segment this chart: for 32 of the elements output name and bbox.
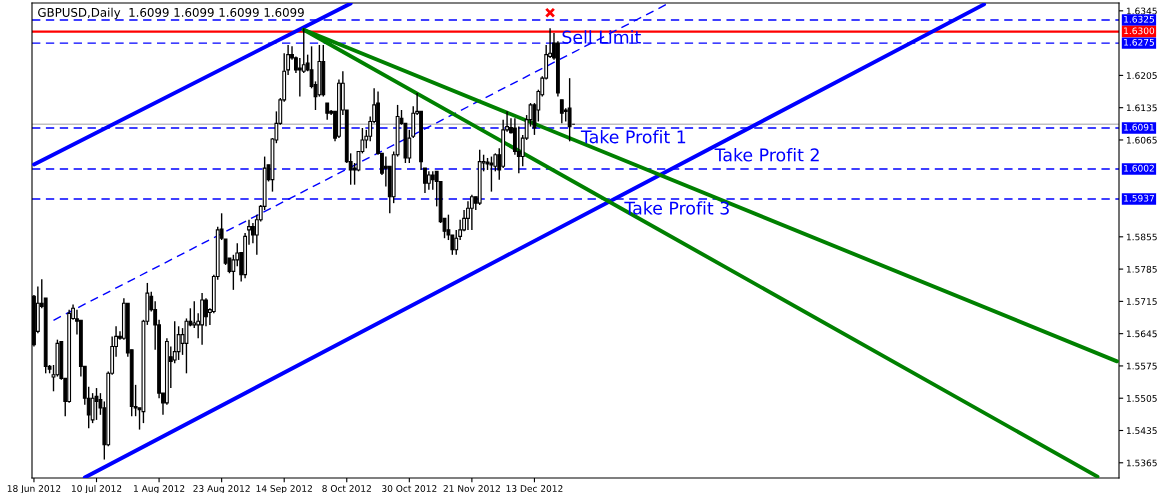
annotation: Take Profit 2 xyxy=(714,148,819,162)
y-tick-label: 1.5715 xyxy=(1126,298,1157,305)
y-tick-label: 1.5505 xyxy=(1126,394,1157,402)
y-tick-label: 1.6345 xyxy=(1126,7,1157,15)
x-tick-label: 21 Nov 2012 xyxy=(443,485,500,492)
x-tick-label: 23 Aug 2012 xyxy=(193,485,250,493)
annotation: Take Profit 3 xyxy=(624,201,729,215)
ref-line-label: 1.6275 xyxy=(1124,38,1154,46)
y-tick-label: 1.5435 xyxy=(1126,427,1157,435)
y-tick-label: 1.5365 xyxy=(1126,459,1157,467)
x-tick-label: 8 Oct 2012 xyxy=(322,485,371,492)
y-tick-label: 1.5785 xyxy=(1126,265,1157,273)
y-tick-label: 1.5855 xyxy=(1126,233,1157,241)
y-tick-label: 1.6065 xyxy=(1126,136,1157,144)
ref-line-label: 1.6091 xyxy=(1124,123,1154,131)
y-tick-label: 1.6205 xyxy=(1126,72,1157,79)
y-tick-label: 1.5645 xyxy=(1126,330,1157,338)
ref-line-label: 1.6002 xyxy=(1124,164,1154,172)
x-tick-label: 18 Jun 2012 xyxy=(7,485,61,493)
x-tick-label: 13 Dec 2012 xyxy=(506,485,563,492)
ref-line-label: 1.6325 xyxy=(1124,15,1154,23)
x-tick-label: 30 Oct 2012 xyxy=(382,485,437,492)
x-tick-label: 14 Sep 2012 xyxy=(256,485,312,493)
annotation: Sell Limit xyxy=(562,30,641,44)
ref-line-label: 1.6300 xyxy=(1124,27,1155,35)
ref-line-label: 1.5937 xyxy=(1124,194,1154,202)
y-tick-label: 1.5575 xyxy=(1126,362,1157,370)
chart-title: GBPUSD,Daily 1.6099 1.6099 1.6099 1.6099 xyxy=(38,7,304,20)
x-tick-label: 10 Jul 2012 xyxy=(71,484,122,493)
annotation: Take Profit 1 xyxy=(580,129,686,144)
x-tick-label: 1 Aug 2012 xyxy=(134,485,185,493)
y-tick-label: 1.6135 xyxy=(1126,104,1157,112)
